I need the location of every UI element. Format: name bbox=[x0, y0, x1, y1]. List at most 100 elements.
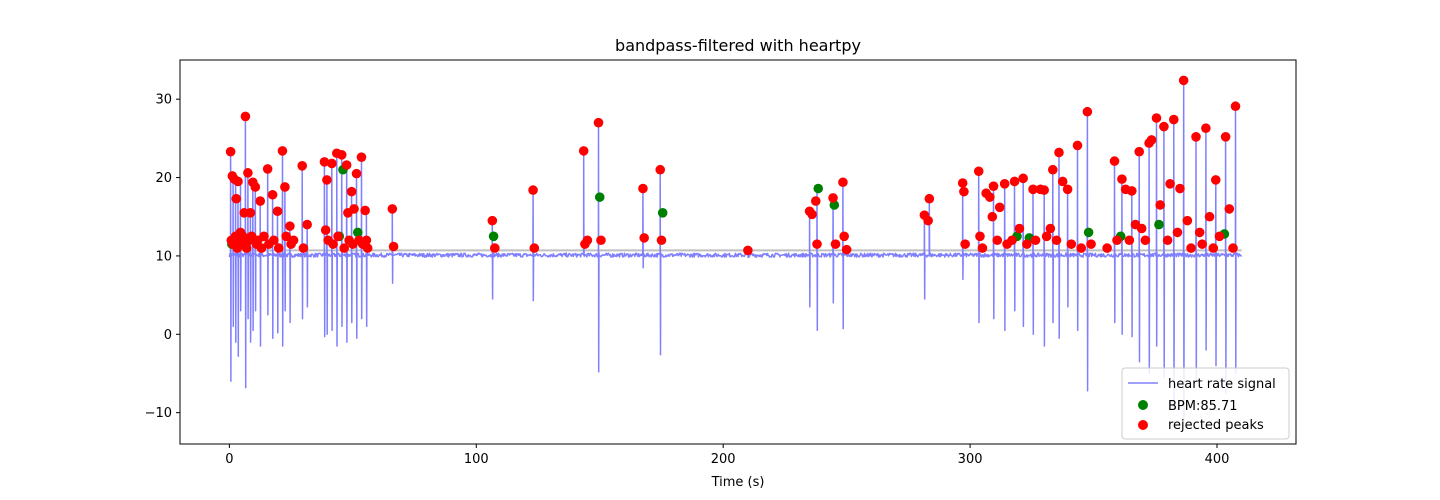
rejected-peak-point bbox=[1009, 176, 1020, 187]
rejected-peak-point bbox=[578, 146, 589, 156]
rejected-peak-point bbox=[1201, 123, 1211, 133]
rejected-peak-point bbox=[1175, 183, 1185, 194]
accepted-peak-point bbox=[1154, 219, 1164, 230]
rejected-peak-point bbox=[356, 152, 367, 162]
rejected-peak-point bbox=[1066, 239, 1077, 249]
rejected-peak-point bbox=[285, 221, 295, 231]
accepted-peak-point bbox=[352, 227, 363, 238]
rejected-peak-point bbox=[1204, 211, 1215, 222]
legend-label-accepted: BPM:85.71 bbox=[1168, 399, 1238, 414]
rejected-peak-point bbox=[1124, 235, 1135, 246]
rejected-peak-point bbox=[1228, 243, 1238, 253]
rejected-peak-point bbox=[1054, 147, 1064, 158]
rejected-peak-point bbox=[1151, 113, 1162, 123]
rejected-peak-point bbox=[839, 231, 849, 242]
y-tick-label: −10 bbox=[145, 406, 172, 421]
rejected-peak-point bbox=[1048, 164, 1058, 175]
rejected-peak-point bbox=[1062, 184, 1073, 195]
rejected-peak-point bbox=[1102, 243, 1112, 253]
rejected-peak-point bbox=[1220, 132, 1231, 142]
rejected-peak-point bbox=[333, 231, 343, 242]
rejected-peak-point bbox=[957, 178, 968, 188]
rejected-peak-point bbox=[341, 160, 352, 170]
rejected-peak-point bbox=[1112, 235, 1122, 246]
rejected-peak-point bbox=[838, 177, 848, 188]
x-tick-label: 300 bbox=[958, 452, 983, 467]
rejected-peak-point bbox=[225, 146, 236, 157]
rejected-peak-point bbox=[349, 204, 359, 214]
rejected-peak-point bbox=[1057, 176, 1068, 187]
rejected-peak-point bbox=[1076, 243, 1086, 253]
x-tick-label: 100 bbox=[464, 452, 489, 467]
rejected-peak-point bbox=[490, 243, 500, 253]
accepted-peak-point bbox=[657, 208, 668, 218]
rejected-peak-point bbox=[1210, 175, 1221, 185]
rejected-peak-point bbox=[994, 202, 1005, 213]
rejected-peak-point bbox=[1214, 231, 1225, 242]
rejected-peak-point bbox=[1109, 156, 1120, 166]
rejected-peak-point bbox=[269, 235, 279, 246]
rejected-peak-point bbox=[262, 164, 273, 174]
rejected-peak-point bbox=[1041, 231, 1052, 242]
rejected-peak-point bbox=[288, 235, 299, 246]
rejected-peak-point bbox=[960, 239, 970, 249]
rejected-peak-point bbox=[1014, 223, 1025, 234]
rejected-peak-point bbox=[233, 176, 243, 187]
x-axis-label: Time (s) bbox=[711, 475, 765, 490]
rejected-peak-point bbox=[923, 215, 933, 226]
rejected-peak-point bbox=[1018, 173, 1028, 184]
x-axis: 0 100 200 300 400 bbox=[225, 444, 1229, 467]
rejected-peak-point bbox=[638, 183, 648, 194]
rejected-peak-point bbox=[1178, 75, 1189, 86]
rejected-peak-point bbox=[841, 244, 852, 255]
chart-title: bandpass-filtered with heartpy bbox=[615, 36, 861, 55]
rejected-peak-point bbox=[1051, 235, 1062, 246]
rejected-peak-point bbox=[812, 239, 822, 249]
accepted-peak-point bbox=[1083, 227, 1094, 238]
y-tick-label: 10 bbox=[155, 249, 172, 264]
x-tick-label: 0 bbox=[225, 452, 233, 467]
x-tick-label: 400 bbox=[1205, 452, 1230, 467]
legend-box bbox=[1121, 367, 1290, 440]
rejected-peak-point bbox=[975, 231, 985, 242]
legend-accepted-marker bbox=[1138, 400, 1148, 410]
rejected-peak-point bbox=[528, 185, 538, 195]
rejected-peak-point bbox=[1127, 186, 1137, 196]
rejected-peak-point bbox=[1028, 184, 1038, 195]
plot-frame bbox=[179, 59, 1297, 445]
rejected-peak-point bbox=[656, 235, 667, 246]
rejected-peak-point bbox=[273, 243, 284, 253]
rejected-peak-point bbox=[351, 168, 362, 179]
rejected-peak-point bbox=[743, 245, 753, 256]
legend-rejected-marker bbox=[1138, 420, 1148, 430]
rejected-peak-point bbox=[985, 192, 995, 202]
accepted-peak-point bbox=[594, 192, 605, 202]
heart-rate-signal-line bbox=[228, 79, 1243, 422]
rejected-peak-point bbox=[1224, 204, 1235, 214]
rejected-peak-point bbox=[1039, 185, 1049, 195]
rejected-peak-point bbox=[320, 225, 331, 235]
rejected-peak-point bbox=[1172, 227, 1183, 238]
rejected-peak-point bbox=[1007, 235, 1017, 246]
rejected-peak-point bbox=[1230, 101, 1241, 112]
legend: heart rate signal BPM:85.71 rejected pea… bbox=[1121, 367, 1290, 440]
rejected-peak-point bbox=[655, 164, 666, 175]
rejected-peak-point bbox=[322, 175, 332, 185]
rejected-peak-point bbox=[924, 193, 935, 204]
rejected-peak-point bbox=[272, 206, 283, 217]
accepted-peak-point bbox=[488, 231, 499, 242]
rejected-peak-point bbox=[361, 235, 372, 246]
rejected-peak-point bbox=[1155, 200, 1166, 210]
rejected-peak-point bbox=[1072, 140, 1083, 151]
rejected-peak-point bbox=[336, 150, 347, 160]
rejected-peak-point bbox=[245, 208, 256, 218]
plot-area bbox=[225, 75, 1243, 422]
rejected-peak-point bbox=[1134, 146, 1145, 157]
rejected-peak-point bbox=[267, 189, 278, 200]
rejected-peak-point bbox=[988, 181, 999, 191]
rejected-peak-point bbox=[298, 243, 309, 253]
legend-label-signal: heart rate signal bbox=[1168, 377, 1276, 392]
rejected-peak-point bbox=[1082, 106, 1093, 117]
rejected-peak-point bbox=[1022, 239, 1032, 249]
